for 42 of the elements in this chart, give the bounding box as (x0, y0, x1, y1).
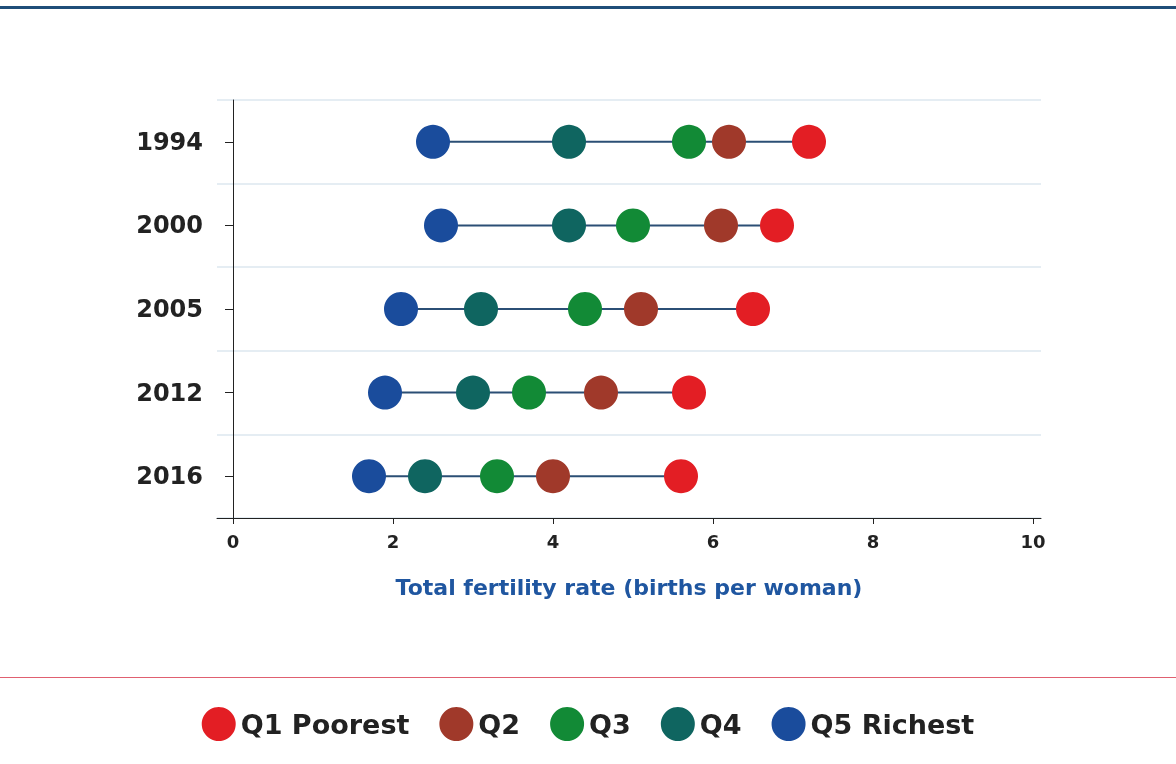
point (624, 292, 658, 326)
legend-label: Q3 (589, 708, 631, 740)
point (792, 124, 826, 159)
point (512, 375, 546, 410)
legend-label: Q5 Richest (810, 708, 975, 740)
point (568, 292, 602, 326)
x-tick-label: 6 (706, 530, 720, 552)
x-tick-label: 0 (226, 530, 240, 552)
point (408, 459, 442, 494)
x-tick-label: 2 (386, 530, 400, 552)
point (584, 375, 618, 410)
y-tick-label: 2005 (136, 295, 203, 323)
y-tick-label: 2012 (136, 378, 203, 407)
point (760, 208, 794, 243)
point (424, 208, 458, 243)
x-tick-label: 10 (1020, 530, 1046, 552)
x-axis-title: Total fertility rate (births per woman) (395, 574, 863, 600)
point (456, 375, 490, 410)
legend-label: Q1 Poorest (240, 708, 410, 740)
point (416, 124, 450, 159)
point (672, 375, 706, 410)
point (464, 292, 498, 326)
point (384, 292, 418, 326)
x-tick-label: 4 (546, 530, 560, 552)
point (664, 459, 698, 494)
y-tick-label: 1994 (136, 127, 203, 156)
point (704, 208, 738, 243)
point (552, 124, 586, 159)
point (736, 292, 770, 326)
point (712, 124, 746, 159)
point (672, 124, 706, 159)
point (536, 459, 570, 494)
point (616, 208, 650, 243)
point (480, 459, 514, 494)
point (368, 375, 402, 410)
point (552, 208, 586, 243)
x-tick-label: 8 (866, 530, 880, 552)
y-tick-label: 2000 (136, 211, 203, 240)
point (352, 459, 386, 494)
y-tick-label: 2016 (136, 462, 203, 491)
legend-label: Q4 (699, 708, 742, 740)
legend-label: Q2 (478, 708, 521, 740)
